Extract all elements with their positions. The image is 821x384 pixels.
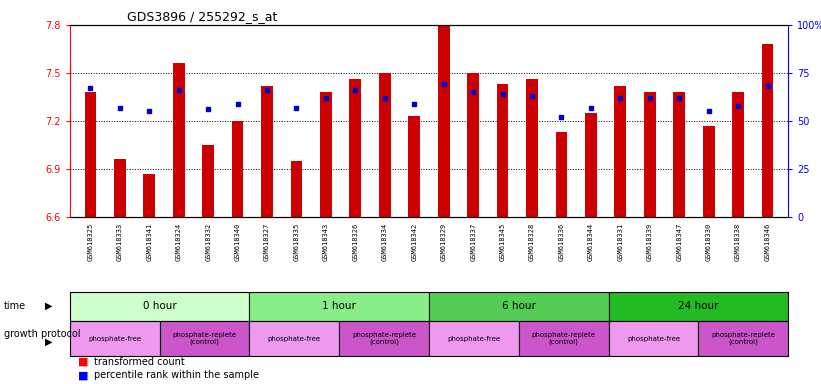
Bar bbox=[608, 321, 699, 356]
Bar bbox=[379, 73, 391, 217]
Text: GSM618342: GSM618342 bbox=[411, 222, 417, 261]
Bar bbox=[408, 116, 420, 217]
Text: phosphate-replete
(control): phosphate-replete (control) bbox=[352, 332, 416, 346]
Bar bbox=[526, 79, 538, 217]
Text: phosphate-free: phosphate-free bbox=[447, 336, 501, 342]
Bar bbox=[173, 63, 185, 217]
Bar bbox=[673, 92, 685, 217]
Bar bbox=[762, 44, 773, 217]
Text: GSM618333: GSM618333 bbox=[117, 222, 123, 261]
Text: GSM618343: GSM618343 bbox=[323, 222, 329, 261]
Bar bbox=[232, 121, 244, 217]
Text: transformed count: transformed count bbox=[94, 357, 186, 367]
Bar bbox=[144, 174, 155, 217]
Bar bbox=[429, 292, 608, 321]
Bar bbox=[644, 92, 656, 217]
Text: phosphate-replete
(control): phosphate-replete (control) bbox=[532, 332, 596, 346]
Text: phosphate-replete
(control): phosphate-replete (control) bbox=[711, 332, 775, 346]
Text: GSM618340: GSM618340 bbox=[235, 222, 241, 261]
Text: GSM618329: GSM618329 bbox=[441, 222, 447, 261]
Text: GSM618327: GSM618327 bbox=[264, 222, 270, 261]
Text: ■: ■ bbox=[78, 357, 89, 367]
Text: GSM618330: GSM618330 bbox=[706, 222, 712, 261]
Bar bbox=[85, 92, 96, 217]
Bar bbox=[438, 25, 450, 217]
Bar bbox=[467, 73, 479, 217]
Text: phosphate-free: phosphate-free bbox=[627, 336, 680, 342]
Bar bbox=[699, 321, 788, 356]
Bar bbox=[70, 321, 159, 356]
Text: GSM618347: GSM618347 bbox=[677, 222, 682, 261]
Text: GSM618324: GSM618324 bbox=[176, 222, 181, 261]
Text: time: time bbox=[4, 301, 26, 311]
Text: 24 hour: 24 hour bbox=[678, 301, 718, 311]
Bar bbox=[429, 321, 519, 356]
Bar bbox=[703, 126, 714, 217]
Text: ▶: ▶ bbox=[45, 301, 53, 311]
Bar bbox=[732, 92, 744, 217]
Text: GSM618326: GSM618326 bbox=[352, 222, 359, 261]
Text: GSM618335: GSM618335 bbox=[293, 222, 300, 261]
Text: phosphate-replete
(control): phosphate-replete (control) bbox=[172, 332, 236, 346]
Text: growth protocol: growth protocol bbox=[4, 328, 80, 339]
Text: GSM618325: GSM618325 bbox=[87, 222, 94, 261]
Bar bbox=[519, 321, 608, 356]
Text: GSM618332: GSM618332 bbox=[205, 222, 211, 261]
Bar bbox=[261, 86, 273, 217]
Text: GSM618338: GSM618338 bbox=[735, 222, 741, 261]
Bar bbox=[70, 292, 250, 321]
Bar bbox=[114, 159, 126, 217]
Text: ■: ■ bbox=[78, 370, 89, 380]
Bar bbox=[250, 321, 339, 356]
Text: GSM618345: GSM618345 bbox=[499, 222, 506, 261]
Bar bbox=[614, 86, 626, 217]
Text: 0 hour: 0 hour bbox=[143, 301, 177, 311]
Text: 6 hour: 6 hour bbox=[502, 301, 536, 311]
Text: GSM618331: GSM618331 bbox=[617, 222, 623, 261]
Text: ▶: ▶ bbox=[45, 337, 53, 347]
Text: GSM618346: GSM618346 bbox=[764, 222, 771, 261]
Text: GDS3896 / 255292_s_at: GDS3896 / 255292_s_at bbox=[127, 10, 277, 23]
Text: percentile rank within the sample: percentile rank within the sample bbox=[94, 370, 259, 380]
Bar bbox=[608, 292, 788, 321]
Text: GSM618328: GSM618328 bbox=[529, 222, 535, 261]
Bar bbox=[291, 161, 302, 217]
Text: phosphate-free: phosphate-free bbox=[88, 336, 141, 342]
Text: GSM618337: GSM618337 bbox=[470, 222, 476, 261]
Text: GSM618344: GSM618344 bbox=[588, 222, 594, 261]
Text: phosphate-free: phosphate-free bbox=[268, 336, 321, 342]
Text: GSM618334: GSM618334 bbox=[382, 222, 388, 261]
Text: 1 hour: 1 hour bbox=[322, 301, 356, 311]
Bar bbox=[250, 292, 429, 321]
Text: GSM618341: GSM618341 bbox=[146, 222, 152, 261]
Bar bbox=[339, 321, 429, 356]
Bar bbox=[320, 92, 332, 217]
Bar bbox=[556, 132, 567, 217]
Bar bbox=[585, 113, 597, 217]
Bar bbox=[159, 321, 250, 356]
Text: GSM618339: GSM618339 bbox=[647, 222, 653, 261]
Bar bbox=[350, 79, 361, 217]
Text: GSM618336: GSM618336 bbox=[558, 222, 565, 261]
Bar bbox=[202, 145, 214, 217]
Bar bbox=[497, 84, 508, 217]
